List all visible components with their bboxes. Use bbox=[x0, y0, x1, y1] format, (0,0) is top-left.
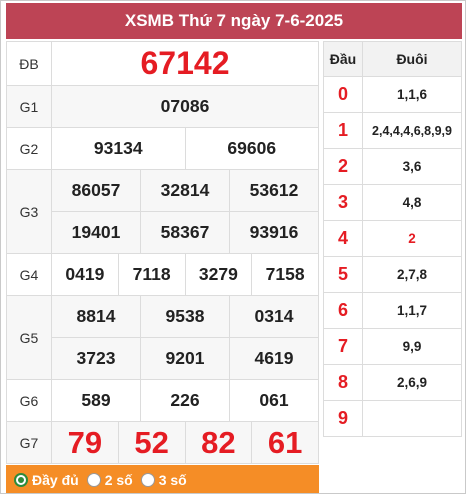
loto-tail-digits: 1,1,6 bbox=[362, 76, 462, 113]
loto-head-digit: 9 bbox=[323, 400, 363, 437]
loto-head-digit: 8 bbox=[323, 364, 363, 401]
filter-option-label: 2 số bbox=[104, 472, 133, 488]
g3-number: 58367 bbox=[140, 211, 230, 254]
filter-option-2-digits[interactable]: 2 số bbox=[86, 472, 133, 488]
radio-icon[interactable] bbox=[140, 473, 155, 487]
radio-checked-icon[interactable] bbox=[14, 473, 28, 487]
prize-label-g3: G3 bbox=[6, 169, 52, 254]
special-prize-number: 67142 bbox=[51, 41, 319, 86]
prize-label-g5: G5 bbox=[6, 295, 52, 380]
g5-number: 0314 bbox=[229, 295, 319, 338]
g4-number: 7118 bbox=[117, 253, 186, 296]
prize-label-g1: G1 bbox=[6, 85, 52, 128]
g4-number: 0419 bbox=[51, 253, 119, 296]
loto-tail-digits: 3,6 bbox=[362, 148, 462, 185]
loto-tail-column-header: Đuôi bbox=[362, 41, 462, 77]
g3-number: 86057 bbox=[51, 169, 141, 212]
g2-number: 69606 bbox=[184, 127, 319, 170]
loto-head-digit: 2 bbox=[323, 148, 363, 185]
loto-tail-digits: 4,8 bbox=[362, 184, 462, 221]
prize-label-g4: G4 bbox=[6, 253, 52, 296]
g7-number: 61 bbox=[251, 421, 319, 464]
loto-head-column-header: Đầu bbox=[323, 41, 363, 77]
g7-number: 82 bbox=[184, 421, 253, 464]
g7-number: 52 bbox=[117, 421, 186, 464]
filter-option-label: 3 số bbox=[158, 472, 187, 488]
loto-tail-digits: 2,4,4,4,6,8,9,9 bbox=[362, 112, 462, 149]
g5-number: 3723 bbox=[51, 337, 141, 380]
loto-head-digit: 7 bbox=[323, 328, 363, 365]
g6-number: 589 bbox=[51, 379, 141, 422]
filter-option-label: Đầy đủ bbox=[32, 472, 79, 488]
results-table: ĐB 67142 G1 07086 G2 93134 69606 G3 8605… bbox=[6, 41, 319, 464]
radio-icon[interactable] bbox=[86, 473, 101, 487]
digit-filter-bar: Đầy đủ 2 số 3 số bbox=[6, 465, 319, 493]
g6-number: 061 bbox=[229, 379, 319, 422]
g5-number: 4619 bbox=[229, 337, 319, 380]
prize-label-g7: G7 bbox=[6, 421, 52, 464]
filter-option-3-digits[interactable]: 3 số bbox=[140, 472, 187, 488]
loto-head-digit: 4 bbox=[323, 220, 363, 257]
g2-number: 93134 bbox=[51, 127, 186, 170]
g3-number: 93916 bbox=[229, 211, 319, 254]
loto-head-digit: 0 bbox=[323, 76, 363, 113]
loto-tail-digits bbox=[362, 400, 462, 437]
loto-tail-digits: 2 bbox=[362, 220, 462, 257]
g5-number: 9201 bbox=[140, 337, 230, 380]
g7-number: 79 bbox=[51, 421, 119, 464]
loto-head-digit: 6 bbox=[323, 292, 363, 329]
prize-label-db: ĐB bbox=[6, 41, 52, 86]
g3-number: 32814 bbox=[140, 169, 230, 212]
page-title: XSMB Thứ 7 ngày 7-6-2025 bbox=[6, 3, 462, 39]
g1-number: 07086 bbox=[51, 85, 319, 128]
g4-number: 3279 bbox=[184, 253, 253, 296]
loto-head-digit: 3 bbox=[323, 184, 363, 221]
loto-head-digit: 5 bbox=[323, 256, 363, 293]
filter-option-full[interactable]: Đầy đủ bbox=[14, 472, 79, 488]
g5-number: 9538 bbox=[140, 295, 230, 338]
g6-number: 226 bbox=[140, 379, 230, 422]
prize-label-g6: G6 bbox=[6, 379, 52, 422]
g3-number: 53612 bbox=[229, 169, 319, 212]
loto-tail-digits: 1,1,7 bbox=[362, 292, 462, 329]
g3-number: 19401 bbox=[51, 211, 141, 254]
g4-number: 7158 bbox=[251, 253, 319, 296]
prize-label-g2: G2 bbox=[6, 127, 52, 170]
loto-tail-digits: 9,9 bbox=[362, 328, 462, 365]
loto-head-digit: 1 bbox=[323, 112, 363, 149]
loto-tail-digits: 2,6,9 bbox=[362, 364, 462, 401]
loto-tail-digits: 2,7,8 bbox=[362, 256, 462, 293]
g5-number: 8814 bbox=[51, 295, 141, 338]
